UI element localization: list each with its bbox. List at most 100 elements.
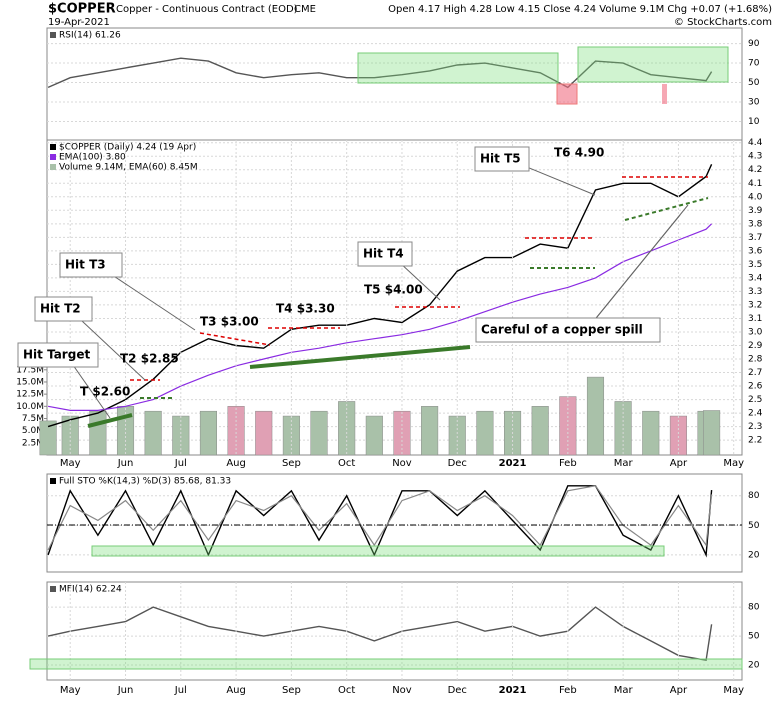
y-tick-label: 3.7 — [748, 233, 762, 243]
annotation: Careful of a copper spill — [481, 323, 643, 337]
legend-label: $COPPER (Daily) 4.24 (19 Apr) — [59, 143, 196, 153]
callout-box — [474, 146, 530, 172]
callout-pointer — [586, 214, 681, 331]
x-tick-label: May — [723, 458, 744, 469]
decoration — [199, 332, 271, 346]
x-tick-label: Feb — [559, 685, 577, 696]
y-tick-label: 2.5 — [748, 395, 762, 405]
y-tick-label: 2.7 — [748, 368, 762, 378]
y2-tick-label: 10.0M — [16, 402, 44, 412]
decoration — [357, 52, 559, 84]
y-tick-label: 4.3 — [748, 152, 762, 162]
volume-bar — [703, 410, 721, 456]
decoration — [577, 46, 729, 83]
volume-bar — [642, 410, 660, 456]
y-tick-label: 20 — [748, 661, 760, 671]
decoration — [87, 413, 133, 428]
legend-swatch — [50, 164, 56, 170]
annotation: T3 $3.00 — [200, 315, 259, 329]
brand: © StockCharts.com — [674, 17, 772, 28]
series-line — [47, 164, 713, 428]
annotation: Hit T3 — [65, 258, 106, 272]
y-tick-label: 3.6 — [748, 246, 763, 256]
decoration — [249, 345, 471, 369]
y-tick-label: 10 — [748, 117, 760, 127]
y-tick-label: 50 — [748, 78, 760, 88]
decoration — [29, 658, 743, 670]
legend-swatch — [50, 32, 56, 38]
x-tick-label: Dec — [448, 685, 467, 696]
x-tick-label: Mar — [614, 685, 634, 696]
annotation: T2 $2.85 — [120, 352, 179, 366]
x-tick-label: Apr — [670, 685, 688, 696]
annotation: T $2.60 — [80, 385, 130, 399]
x-tick-label: Aug — [226, 458, 246, 469]
legend-swatch — [50, 144, 56, 150]
volume-bar — [476, 410, 494, 456]
y2-tick-label: 2.5M — [22, 438, 44, 448]
decoration — [624, 197, 709, 221]
x-tick-label: 2021 — [499, 458, 527, 469]
y-tick-label: 2.9 — [748, 341, 763, 351]
x-tick-label: Aug — [226, 685, 246, 696]
x-tick-label: Jun — [117, 685, 134, 696]
volume-bar — [227, 406, 245, 456]
annotation: T5 $4.00 — [364, 283, 423, 297]
y2-tick-label: 5.0M — [22, 426, 44, 436]
volume-bar — [365, 415, 383, 456]
y-tick-label: 50 — [748, 632, 760, 642]
y-tick-label: 2.2 — [748, 436, 762, 446]
description: Copper - Continuous Contract (EOD) — [116, 4, 298, 15]
annotation: Hit T5 — [480, 152, 521, 166]
decoration — [662, 84, 667, 104]
x-tick-label: Oct — [338, 685, 355, 696]
legend-label: Volume 9.14M, EMA(60) 8.45M — [59, 163, 198, 173]
y2-tick-label: 12.5M — [16, 390, 44, 400]
y-tick-label: 2.8 — [748, 355, 763, 365]
volume-bar — [531, 406, 549, 456]
y-tick-label: 90 — [748, 39, 760, 49]
y-tick-label: 3.4 — [748, 273, 763, 283]
decoration — [91, 545, 665, 557]
panel-frame — [46, 473, 743, 573]
x-tick-label: 2021 — [499, 685, 527, 696]
y-tick-label: 30 — [748, 98, 760, 108]
volume-bar — [89, 410, 107, 456]
y-tick-label: 3.1 — [748, 314, 762, 324]
y-tick-label: 50 — [748, 521, 760, 531]
y-tick-label: 2.6 — [748, 382, 763, 392]
x-tick-label: May — [723, 685, 744, 696]
y-tick-label: 2.3 — [748, 422, 762, 432]
callout-box — [59, 252, 123, 278]
exchange: CME — [294, 4, 316, 15]
y2-tick-label: 17.5M — [16, 365, 44, 375]
y-tick-label: 3.0 — [748, 327, 763, 337]
legend-swatch — [50, 478, 56, 484]
panel-frame — [46, 581, 743, 681]
x-tick-label: Nov — [392, 685, 412, 696]
volume-bar — [586, 376, 605, 456]
x-tick-label: Mar — [614, 458, 634, 469]
x-tick-label: Jul — [174, 685, 187, 696]
legend-label: Full STO %K(14,3) %D(3) 85.68, 81.33 — [59, 477, 231, 487]
date: 19-Apr-2021 — [48, 17, 110, 28]
series-line — [47, 606, 713, 662]
x-tick-label: Jun — [117, 458, 134, 469]
x-tick-label: Oct — [338, 458, 355, 469]
y2-tick-label: 7.5M — [22, 414, 44, 424]
legend-label: EMA(100) 3.80 — [59, 153, 126, 163]
y-tick-label: 3.5 — [748, 260, 762, 270]
callout-box — [357, 241, 413, 267]
y-tick-label: 4.4 — [748, 138, 763, 148]
callout-box — [475, 317, 661, 343]
y-tick-label: 2.4 — [748, 409, 763, 419]
x-tick-label: Apr — [670, 458, 688, 469]
legend-label: RSI(14) 61.26 — [59, 31, 121, 41]
legend-swatch — [50, 154, 56, 160]
series-line — [47, 57, 713, 89]
x-tick-label: May — [60, 685, 81, 696]
y-tick-label: 3.3 — [748, 287, 762, 297]
volume-bar — [310, 410, 328, 456]
annotation: T6 4.90 — [554, 146, 604, 160]
y-tick-label: 80 — [748, 491, 760, 501]
